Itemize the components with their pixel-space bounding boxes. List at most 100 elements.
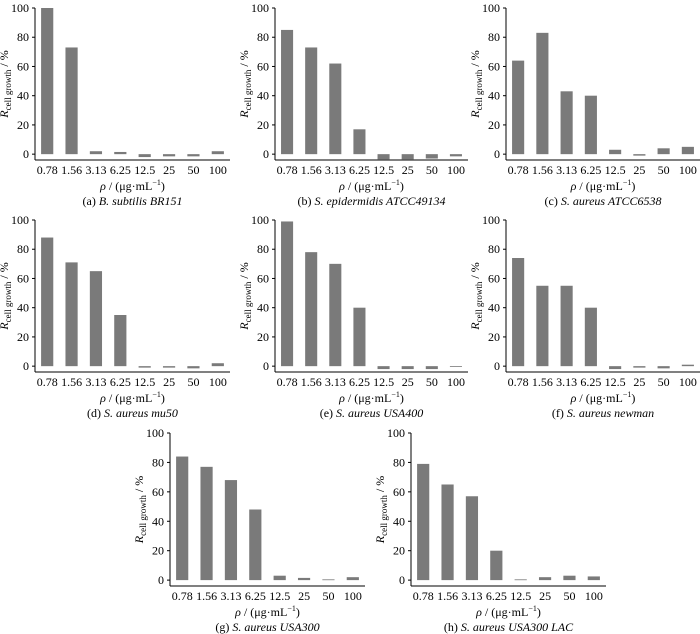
x-axis-label-unit: / (μg·mL — [576, 179, 622, 193]
x-tick-label: 12.5 — [605, 163, 626, 177]
x-tick-label: 100 — [209, 375, 227, 389]
x-tick-label: 50 — [187, 163, 199, 177]
x-tick-label: 25 — [633, 375, 645, 389]
bar — [560, 285, 573, 367]
panel-caption-species: S. aureus mu50 — [104, 406, 178, 420]
x-axis-label-unit: / (μg·mL — [345, 179, 391, 193]
bar — [305, 47, 318, 155]
panel-caption: (b) S. epidermidis ATCC49134 — [297, 194, 445, 208]
x-tick-label: 1.56 — [301, 375, 322, 389]
x-tick-label: 25 — [163, 163, 175, 177]
x-tick-label: 6.25 — [110, 375, 131, 389]
x-axis-label-exponent: −1 — [287, 604, 296, 613]
panel-caption: (a) B. subtilis BR151 — [83, 194, 183, 208]
y-axis-label-subscript: cell growth — [3, 281, 13, 322]
y-tick-label: 40 — [488, 301, 500, 315]
bar — [609, 149, 622, 155]
y-tick-label: 80 — [17, 30, 29, 44]
y-axis-label: Rcell growth / % — [468, 262, 484, 330]
chart-panel-a: 0 20 40 60 80 100 0.78 1.56 3.13 6.25 12.5 25 50 100 ρ… — [0, 1, 230, 208]
chart-panel-g: 0 20 40 60 80 100 0.78 1.56 3.13 6.25 12.5 25 50 100 ρ… — [132, 426, 365, 634]
bar — [584, 307, 597, 367]
y-tick-label: 0 — [263, 147, 269, 161]
bar — [538, 577, 552, 581]
x-axis-label-exponent: −1 — [528, 604, 537, 613]
x-axis-label-close: ) — [400, 179, 404, 193]
y-tick-label: 80 — [393, 455, 405, 469]
panel-caption-prefix: (c) — [545, 194, 561, 208]
y-tick-label: 100 — [251, 1, 269, 15]
bar — [162, 366, 176, 368]
bar — [584, 95, 597, 155]
bar — [465, 496, 479, 581]
bar — [322, 579, 335, 581]
x-axis-label-exponent: −1 — [152, 178, 161, 187]
bar — [41, 237, 54, 367]
y-axis-label-subscript: cell growth — [3, 69, 13, 110]
x-tick-label: 1.56 — [61, 375, 82, 389]
bar — [401, 154, 414, 160]
bar — [89, 151, 103, 155]
y-tick-label: 60 — [393, 485, 405, 499]
x-tick-label: 25 — [298, 589, 310, 603]
x-tick-label: 100 — [585, 589, 603, 603]
y-axis-label-subscript: cell growth — [379, 495, 389, 536]
x-tick-label: 50 — [426, 375, 438, 389]
bar — [187, 154, 200, 157]
x-tick-label: 3.13 — [325, 375, 346, 389]
y-tick-label: 40 — [257, 301, 269, 315]
y-tick-label: 60 — [152, 485, 164, 499]
bar — [512, 258, 525, 367]
x-tick-label: 0.78 — [37, 163, 58, 177]
x-axis-label-symbol: ρ — [338, 391, 345, 405]
y-axis-label: Rcell growth / % — [373, 476, 389, 544]
bar — [609, 366, 622, 370]
x-tick-label: 50 — [658, 375, 670, 389]
x-axis-label: ρ / (μg·mL−1) — [570, 178, 636, 193]
y-tick-label: 20 — [257, 330, 269, 344]
x-axis-label-close: ) — [631, 391, 635, 405]
x-tick-label: 12.5 — [373, 163, 394, 177]
x-tick-label: 0.78 — [172, 589, 193, 603]
y-tick-label: 40 — [152, 514, 164, 528]
bar — [114, 315, 127, 367]
x-axis-label-symbol: ρ — [234, 605, 241, 619]
x-tick-label: 6.25 — [110, 163, 131, 177]
y-tick-label: 80 — [152, 455, 164, 469]
panel-caption-species: B. subtilis BR151 — [99, 194, 183, 208]
y-tick-label: 100 — [482, 1, 500, 15]
y-tick-label: 60 — [17, 271, 29, 285]
bar — [65, 47, 78, 155]
chart-panel-e: 0 20 40 60 80 100 0.78 1.56 3.13 6.25 12.5 25 50 100 ρ… — [237, 213, 468, 420]
bar — [425, 154, 438, 159]
y-axis-label-symbol: R — [0, 322, 11, 331]
bar — [41, 8, 54, 155]
x-tick-label: 100 — [679, 375, 697, 389]
y-tick-label: 0 — [23, 147, 29, 161]
x-tick-label: 0.78 — [277, 375, 298, 389]
x-tick-label: 1.56 — [532, 375, 553, 389]
panel-caption-prefix: (a) — [83, 194, 99, 208]
x-tick-label: 0.78 — [277, 163, 298, 177]
panel-caption: (c) S. aureus ATCC6538 — [545, 194, 662, 208]
x-tick-label: 12.5 — [134, 163, 155, 177]
x-tick-label: 6.25 — [580, 163, 601, 177]
bar — [490, 550, 503, 581]
x-tick-label: 12.5 — [134, 375, 155, 389]
x-axis-label-unit: / (μg·mL — [576, 391, 622, 405]
x-tick-label: 50 — [322, 589, 334, 603]
x-tick-label: 6.25 — [580, 375, 601, 389]
panel-caption-species: S. aureus USA300 — [232, 620, 319, 634]
bar — [536, 32, 549, 155]
bar — [417, 463, 430, 581]
y-tick-label: 80 — [17, 242, 29, 256]
y-tick-label: 0 — [399, 573, 405, 587]
chart-panel-h: 0 20 40 60 80 100 0.78 1.56 3.13 6.25 12.5 25 50 100 ρ… — [373, 426, 606, 634]
x-tick-label: 12.5 — [605, 375, 626, 389]
y-axis-label-subscript: cell growth — [474, 281, 484, 322]
x-axis-label: ρ / (μg·mL−1) — [99, 390, 165, 405]
x-tick-label: 50 — [187, 375, 199, 389]
y-tick-label: 80 — [257, 242, 269, 256]
y-axis-label-unit: / % — [373, 476, 387, 495]
y-tick-label: 80 — [488, 30, 500, 44]
